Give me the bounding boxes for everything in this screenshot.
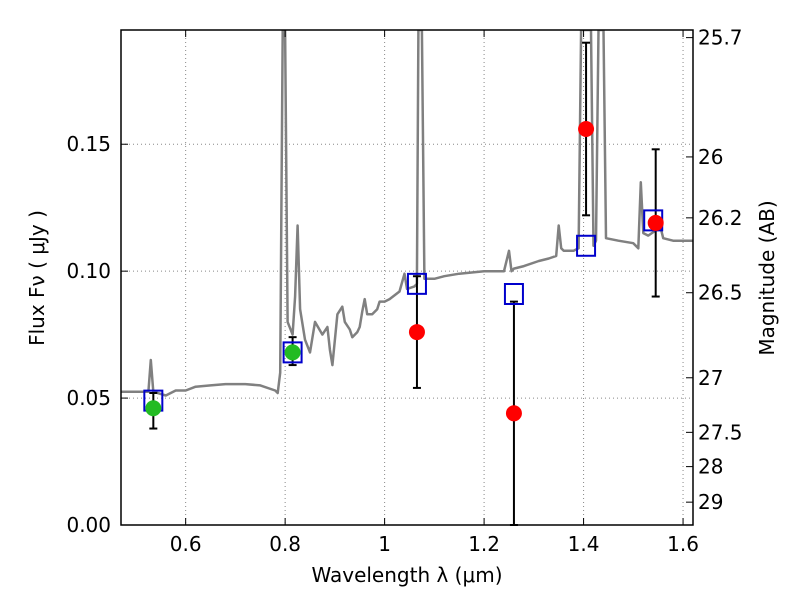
tick-layer: 0.6 0.8 1 1.2 1.4 1.6 0.00 0.05 0.10 0.15 25.7 26 26… — [66, 26, 742, 556]
observed-point — [284, 344, 301, 361]
y-tick-label: 0.00 — [66, 513, 111, 537]
mag-tick-label: 25.7 — [698, 26, 743, 50]
x-tick-label: 1.4 — [568, 532, 600, 556]
x-tick-label: 1.6 — [667, 532, 699, 556]
x-tick-label: 0.6 — [170, 532, 202, 556]
mag-tick-label: 26.5 — [698, 281, 743, 305]
x-tick-label: 1 — [378, 532, 391, 556]
observed-point — [505, 405, 522, 422]
y-tick-label: 0.05 — [66, 386, 111, 410]
y-axis-label: Flux Fν ( μJy ) — [25, 210, 49, 346]
mag-tick-label: 27.5 — [698, 420, 743, 444]
model-square-marker — [576, 234, 597, 257]
model-square-marker — [503, 283, 524, 305]
errorbar-layer — [149, 41, 660, 526]
plot-frame — [120, 29, 694, 526]
observed-point — [578, 121, 595, 137]
observed-point — [408, 324, 425, 341]
mag-tick-label: 28 — [698, 455, 723, 479]
observed-point — [647, 214, 664, 231]
marker-layer — [143, 121, 664, 422]
model-square-marker — [406, 272, 427, 295]
mag-tick-label: 27 — [698, 366, 723, 390]
mag-tick-label: 26.2 — [698, 206, 743, 230]
x-axis-label: Wavelength λ (μm) — [311, 563, 502, 587]
spectrum-layer — [121, 30, 693, 397]
x-tick-label: 1.2 — [468, 532, 500, 556]
mag-tick-label: 26 — [698, 145, 723, 169]
spectrum-line — [121, 30, 693, 397]
mag-tick-label: 29 — [698, 490, 723, 514]
x-tick-label: 0.8 — [269, 532, 301, 556]
model-square-marker — [282, 341, 303, 364]
y-tick-label: 0.10 — [66, 259, 111, 283]
y-tick-label: 0.15 — [66, 132, 111, 156]
y2-axis-label: Magnitude (AB) — [755, 200, 779, 355]
observed-point — [145, 400, 162, 417]
